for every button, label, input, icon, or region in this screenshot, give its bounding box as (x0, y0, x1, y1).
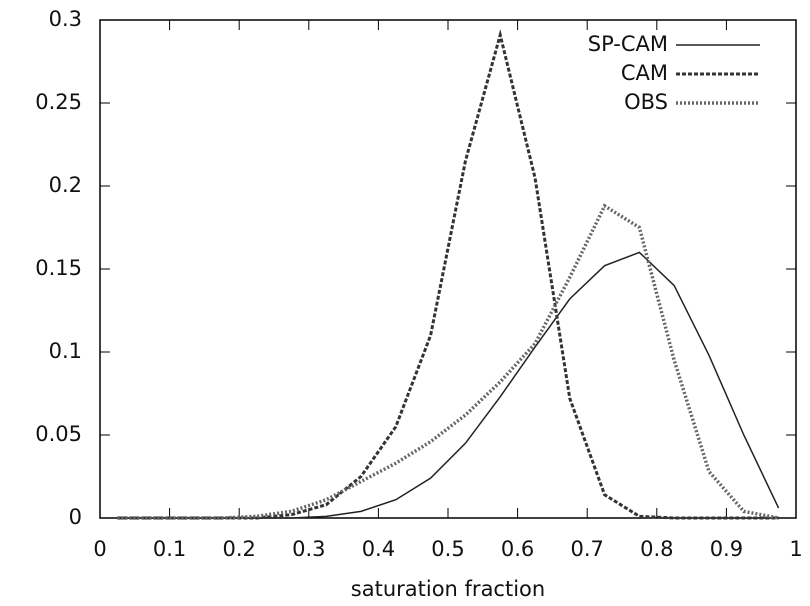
legend-label: CAM (621, 61, 668, 85)
y-tick-label: 0.25 (35, 90, 82, 114)
plot-border (99, 19, 797, 519)
x-axis-label: saturation fraction (351, 577, 545, 601)
x-tick-label: 0 (93, 537, 106, 561)
legend-label: SP-CAM (588, 32, 668, 56)
series-line (117, 28, 779, 520)
x-tick-label: 0.1 (153, 537, 186, 561)
y-tick-label: 0.1 (49, 339, 82, 363)
series-line (117, 251, 780, 519)
y-tick-label: 0 (69, 505, 82, 529)
x-tick-label: 0.8 (640, 537, 673, 561)
y-tick-label: 0.15 (35, 256, 82, 280)
x-tick-label: 0.6 (501, 537, 534, 561)
x-tick-label: 0.5 (431, 537, 464, 561)
y-tick-label: 0.3 (49, 7, 82, 31)
x-tick-label: 0.7 (570, 537, 603, 561)
series-line (117, 203, 779, 520)
x-tick-label: 1 (789, 537, 802, 561)
y-tick-label: 0.05 (35, 422, 82, 446)
legend-label: OBS (624, 90, 668, 114)
x-tick-label: 0.3 (292, 537, 325, 561)
x-tick-label: 0.9 (710, 537, 743, 561)
x-tick-label: 0.2 (222, 537, 255, 561)
x-tick-label: 0.4 (362, 537, 395, 561)
y-tick-label: 0.2 (49, 173, 82, 197)
